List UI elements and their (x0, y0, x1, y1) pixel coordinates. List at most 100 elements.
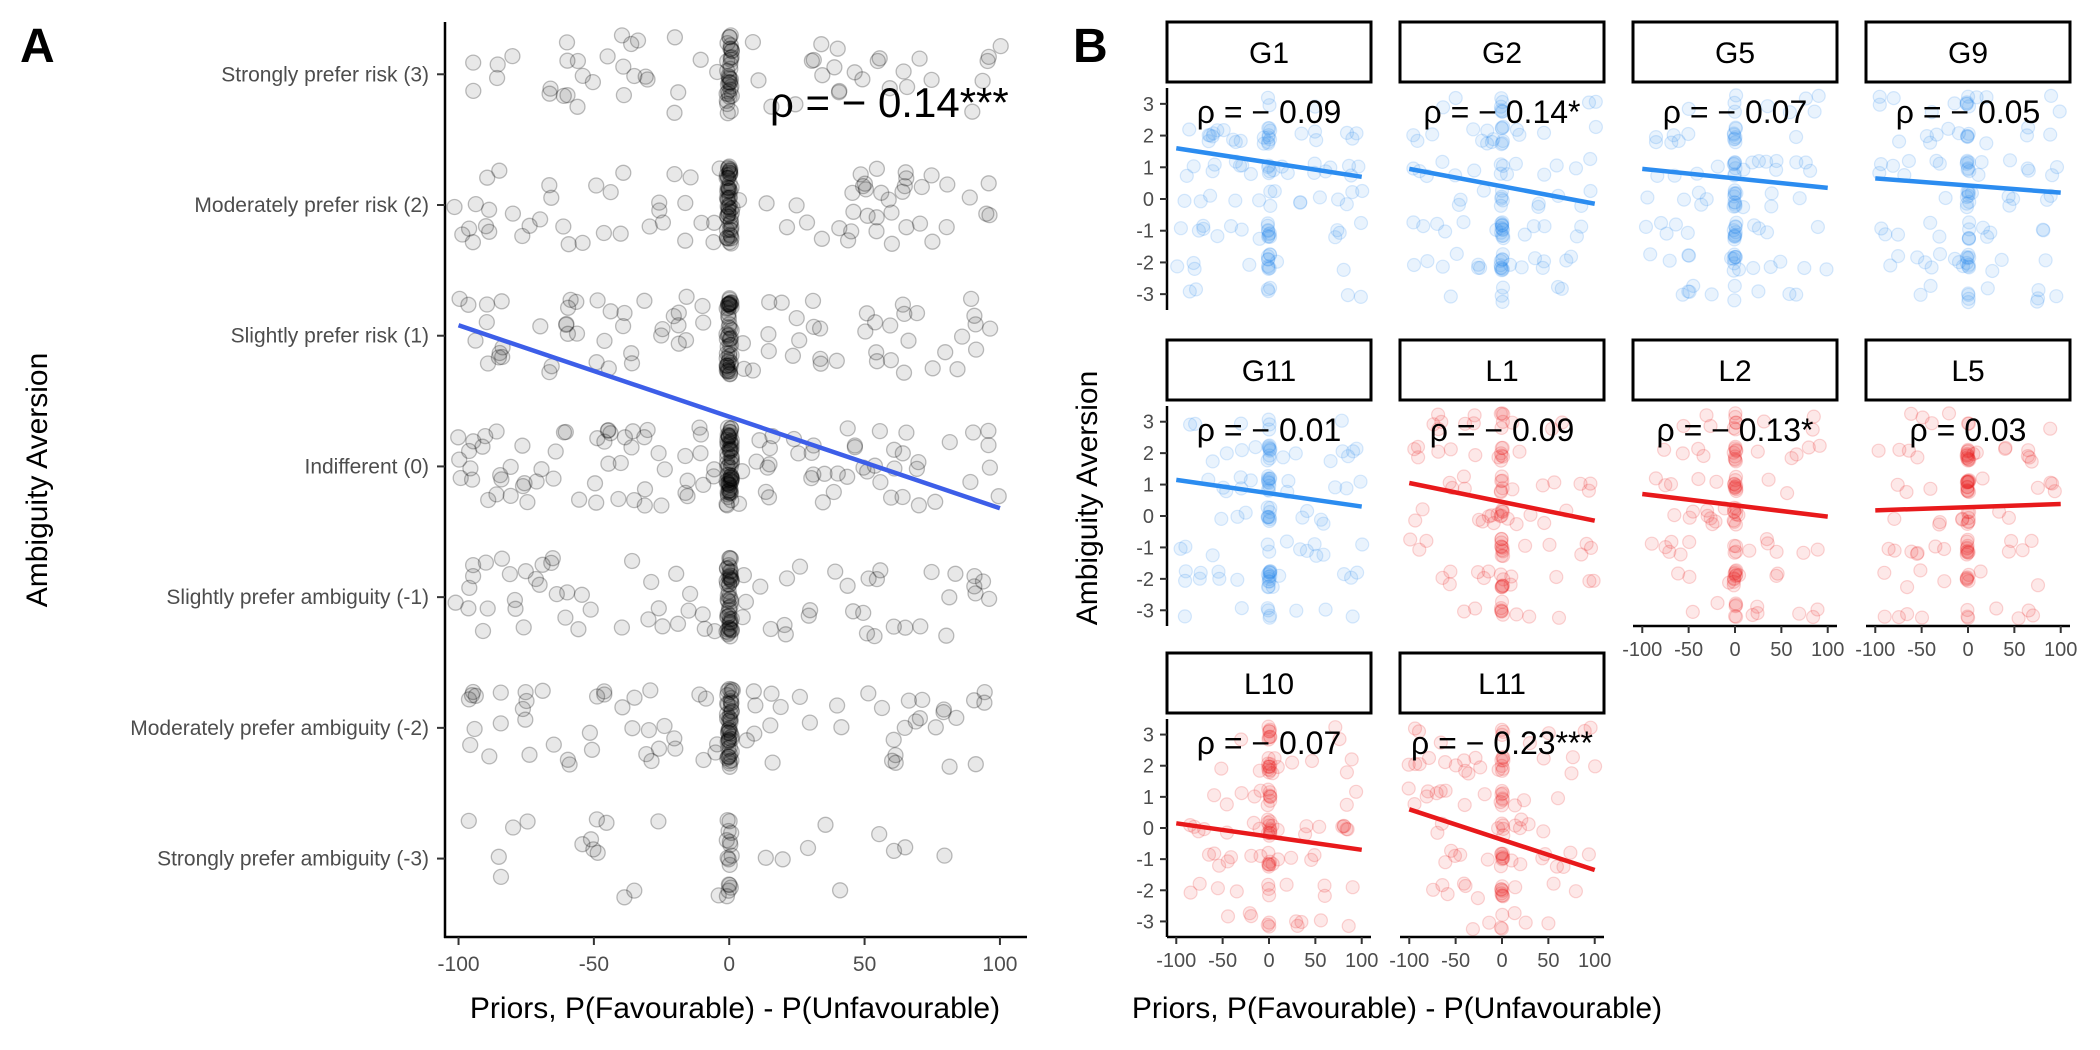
data-point (558, 316, 575, 333)
data-point (1491, 450, 1506, 465)
data-point (868, 344, 885, 361)
data-point (559, 52, 576, 69)
data-point (798, 214, 816, 231)
data-point (1937, 574, 1952, 589)
data-point (1726, 571, 1742, 586)
data-point (868, 209, 885, 226)
data-point (588, 354, 605, 371)
data-point (1260, 797, 1275, 813)
data-point (720, 482, 738, 499)
data-point (845, 203, 862, 220)
y-tick-label: 3 (1143, 412, 1154, 434)
data-point (1638, 219, 1654, 234)
data-point (1961, 474, 1976, 489)
data-point (722, 567, 739, 584)
data-point (723, 42, 740, 59)
data-point (722, 354, 739, 371)
data-point (1728, 565, 1743, 580)
x-tick-label: -100 (1855, 639, 1895, 661)
facet-fit-line (1875, 501, 2061, 513)
data-point (1407, 721, 1423, 736)
data-point (2039, 192, 2055, 207)
data-point (602, 183, 619, 201)
data-point (1212, 571, 1227, 586)
x-tick-label: 100 (1345, 950, 1378, 972)
data-point (1668, 217, 1684, 232)
data-point (1494, 579, 1509, 595)
data-point (1932, 517, 1947, 532)
data-point (1941, 406, 1957, 421)
data-point (1728, 121, 1744, 136)
x-tick-label: -100 (1156, 950, 1196, 972)
data-point (2020, 161, 2035, 176)
data-point (718, 357, 736, 374)
data-point (1233, 470, 1248, 485)
data-point (722, 423, 739, 441)
data-point (839, 577, 856, 594)
data-point (721, 74, 738, 92)
data-point (1411, 724, 1427, 739)
data-point (1260, 579, 1276, 595)
data-point (1495, 133, 1511, 149)
data-point (718, 169, 735, 187)
data-point (1960, 446, 1975, 462)
data-point (721, 441, 738, 458)
data-point (623, 345, 640, 362)
data-point (720, 310, 738, 327)
data-point (1348, 784, 1364, 799)
data-point (1265, 818, 1280, 833)
data-point (616, 304, 633, 322)
data-point (1729, 186, 1744, 201)
data-point (1260, 469, 1276, 484)
data-point (721, 876, 738, 894)
data-point (1262, 511, 1278, 527)
data-point (1961, 416, 1977, 431)
data-point (1962, 453, 1977, 468)
data-point (1494, 753, 1509, 768)
data-point (737, 593, 755, 611)
data-point (1448, 758, 1463, 773)
data-point (1290, 918, 1305, 934)
data-point (750, 72, 767, 89)
data-point (460, 600, 477, 617)
data-point (1960, 480, 1975, 495)
data-point (722, 614, 739, 631)
data-point (1531, 196, 1546, 211)
data-point (722, 710, 739, 728)
data-point (1493, 166, 1508, 181)
data-point (1219, 797, 1234, 812)
data-point (721, 680, 738, 698)
data-point (895, 364, 913, 381)
data-point (1260, 474, 1276, 490)
data-point (718, 472, 735, 490)
data-point (1810, 602, 1825, 617)
data-point (1495, 791, 1510, 806)
data-point (1495, 607, 1511, 622)
data-point (1537, 219, 1552, 234)
data-point (1177, 609, 1193, 624)
data-point (722, 471, 739, 488)
data-point (1243, 473, 1258, 488)
data-point (1503, 577, 1518, 592)
data-point (1304, 753, 1320, 769)
data-point (2030, 480, 2046, 495)
data-point (1890, 249, 1906, 264)
data-point (1960, 545, 1976, 560)
data-point (723, 470, 740, 487)
data-point (1261, 569, 1276, 584)
data-point (720, 326, 737, 343)
data-point (488, 69, 506, 87)
data-point (602, 425, 619, 442)
data-point (814, 67, 831, 84)
data-point (722, 161, 739, 178)
data-point (451, 451, 468, 468)
data-point (720, 305, 737, 322)
data-point (723, 695, 740, 712)
data-point (1495, 414, 1511, 429)
data-point (1479, 136, 1495, 151)
data-point (910, 497, 928, 514)
data-point (720, 169, 737, 187)
data-point (1526, 219, 1541, 234)
data-point (1699, 192, 1714, 207)
data-point (1588, 94, 1603, 109)
